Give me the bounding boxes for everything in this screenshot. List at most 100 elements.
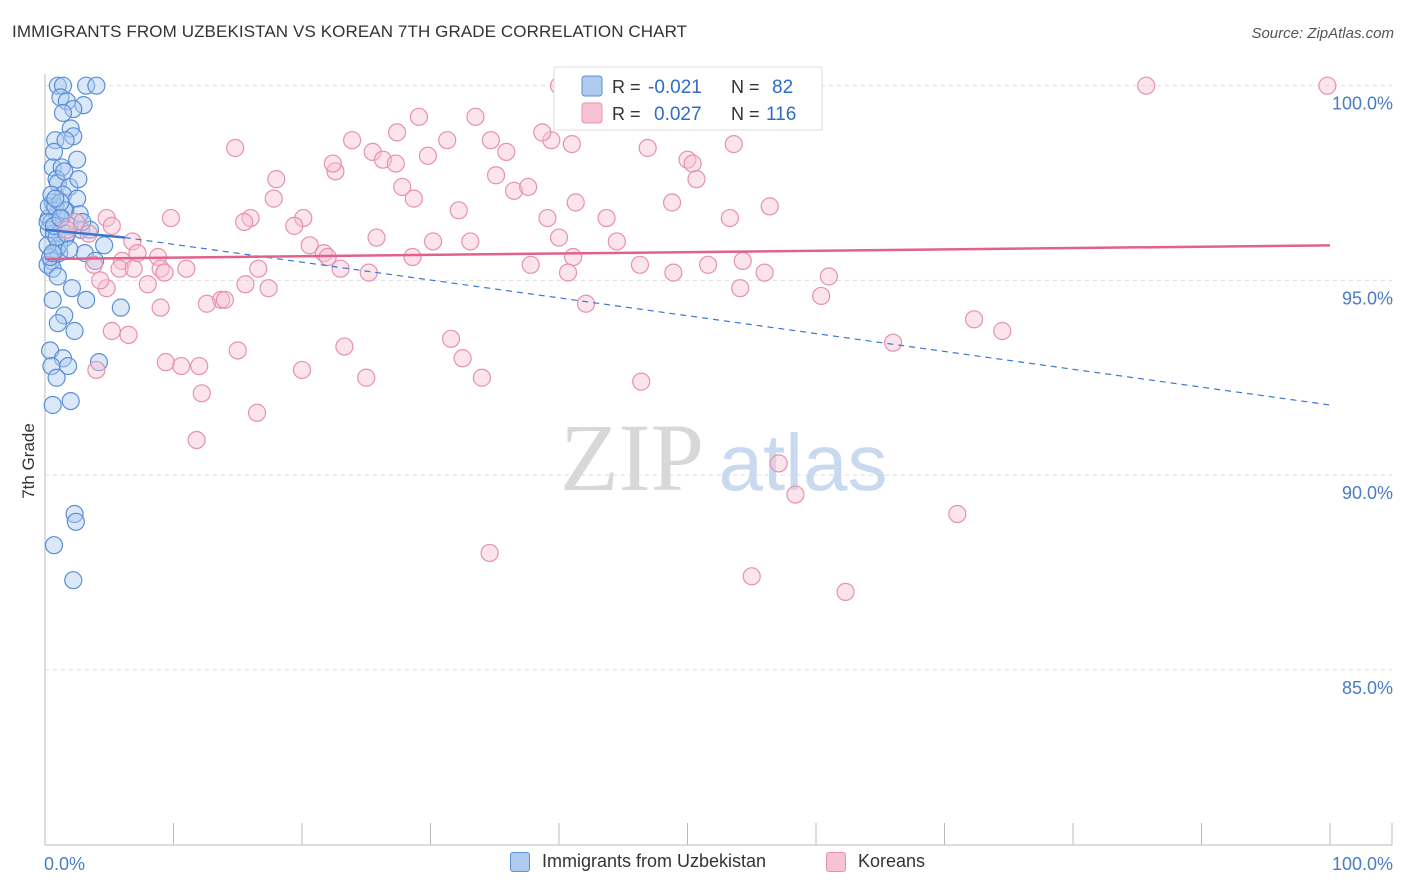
korean-point	[323, 154, 342, 173]
uzbekistan-point	[43, 395, 62, 415]
series-uzbekistan-points	[38, 76, 130, 590]
korean-point	[731, 279, 750, 298]
korean-point	[259, 279, 278, 298]
korean-point	[760, 197, 779, 216]
korean-point	[724, 134, 743, 154]
korean-point	[638, 138, 657, 158]
korean-point	[87, 360, 106, 380]
uzbekistan-point	[68, 150, 87, 169]
y-axis-label: 7th Grade	[19, 423, 38, 499]
korean-point	[84, 255, 103, 274]
x-tick-label-0: 0.0%	[44, 854, 85, 874]
uzbekistan-point	[77, 290, 96, 309]
chart-title: IMMIGRANTS FROM UZBEKISTAN VS KOREAN 7TH…	[12, 22, 688, 41]
korean-point	[497, 142, 516, 161]
korean-point	[335, 337, 354, 356]
uzbekistan-point	[64, 99, 83, 119]
korean-point	[264, 189, 283, 208]
korean-point	[236, 275, 255, 294]
korean-point	[438, 131, 457, 150]
legend-n-value-korean: 116	[766, 104, 796, 125]
korean-point	[228, 341, 247, 360]
korean-point	[343, 131, 362, 150]
korean-point	[1137, 76, 1156, 95]
korean-point	[187, 430, 206, 450]
legend-n-label-uzbek: N =	[731, 77, 760, 97]
korean-point	[155, 263, 174, 282]
korean-point	[441, 329, 461, 348]
uzbekistan-point	[62, 279, 82, 298]
korean-point	[742, 567, 761, 586]
korean-point	[393, 177, 412, 197]
series-korean-points	[57, 76, 1337, 601]
uzbekistan-point	[48, 314, 67, 333]
korean-point	[836, 582, 855, 601]
legend-n-label-korean: N =	[731, 104, 760, 124]
bottom-legend: Immigrants from Uzbekistan Koreans	[0, 851, 1406, 881]
korean-point	[533, 123, 552, 142]
korean-point	[190, 356, 209, 376]
uzbekistan-point	[66, 512, 85, 531]
legend-item-koreans[interactable]: Koreans	[826, 851, 925, 872]
uzbekistan-point	[56, 131, 75, 150]
uzbekistan-point	[61, 391, 80, 411]
y-tick-label-95: 95.0%	[1342, 288, 1393, 308]
watermark-zip: ZIP	[560, 404, 704, 511]
source-credit: Source: ZipAtlas.com	[1251, 25, 1394, 42]
uzbekistan-point	[69, 170, 88, 189]
korean-point	[292, 360, 312, 380]
uzbekistan-point	[48, 173, 67, 193]
uzbekistan-trend-dashed	[124, 236, 1331, 406]
korean-point	[549, 228, 569, 247]
korean-point	[211, 290, 231, 309]
korean-point	[1318, 76, 1337, 95]
uzbekistan-point	[48, 76, 67, 95]
korean-point	[177, 259, 196, 278]
korean-point	[755, 263, 774, 282]
korean-point	[247, 403, 267, 422]
korean-point	[819, 267, 838, 286]
trend-lines	[44, 228, 1331, 406]
korean-point	[57, 220, 76, 239]
legend-swatch-uzbek	[581, 75, 603, 97]
x-tick-label-100: 100.0%	[1332, 854, 1393, 874]
korean-point	[698, 255, 718, 274]
korean-point	[403, 247, 422, 267]
grid-lines	[45, 85, 1392, 671]
korean-point	[409, 107, 429, 126]
uzbekistan-point	[47, 368, 66, 387]
korean-point	[110, 259, 129, 278]
korean-point	[948, 504, 967, 524]
uzbekistan-point	[73, 212, 92, 232]
korean-point	[192, 384, 211, 403]
korean-point	[519, 177, 538, 197]
korean-point	[404, 189, 423, 208]
legend-swatch-korean	[581, 102, 603, 124]
legend-item-uzbekistan[interactable]: Immigrants from Uzbekistan	[510, 851, 766, 872]
korean-point	[359, 263, 378, 282]
korean-point	[267, 170, 286, 189]
korean-point	[449, 201, 468, 220]
korean-point	[504, 181, 524, 200]
legend-r-value-korean: 0.027	[654, 104, 702, 125]
korean-point	[249, 259, 268, 278]
korean-point	[481, 131, 500, 150]
korean-point	[683, 154, 702, 173]
uzbekistan-point	[53, 103, 73, 123]
korean-point	[993, 321, 1012, 341]
korean-point	[418, 146, 438, 165]
uzbekistan-point	[59, 356, 78, 376]
legend-n-value-uzbek: 82	[772, 77, 793, 98]
korean-point	[197, 294, 217, 313]
axes: 85.0% 90.0% 95.0% 100.0% 0.0% 100.0%	[44, 74, 1393, 874]
uzbekistan-point	[77, 76, 96, 95]
uzbekistan-trend-solid	[44, 228, 125, 239]
korean-point	[357, 368, 376, 387]
uzbekistan-point	[65, 321, 84, 341]
legend-swatch-uzbekistan-icon	[510, 851, 530, 872]
korean-point	[138, 275, 157, 294]
korean-point	[733, 251, 752, 271]
korean-point	[472, 368, 491, 387]
uzbekistan-point	[48, 267, 67, 286]
